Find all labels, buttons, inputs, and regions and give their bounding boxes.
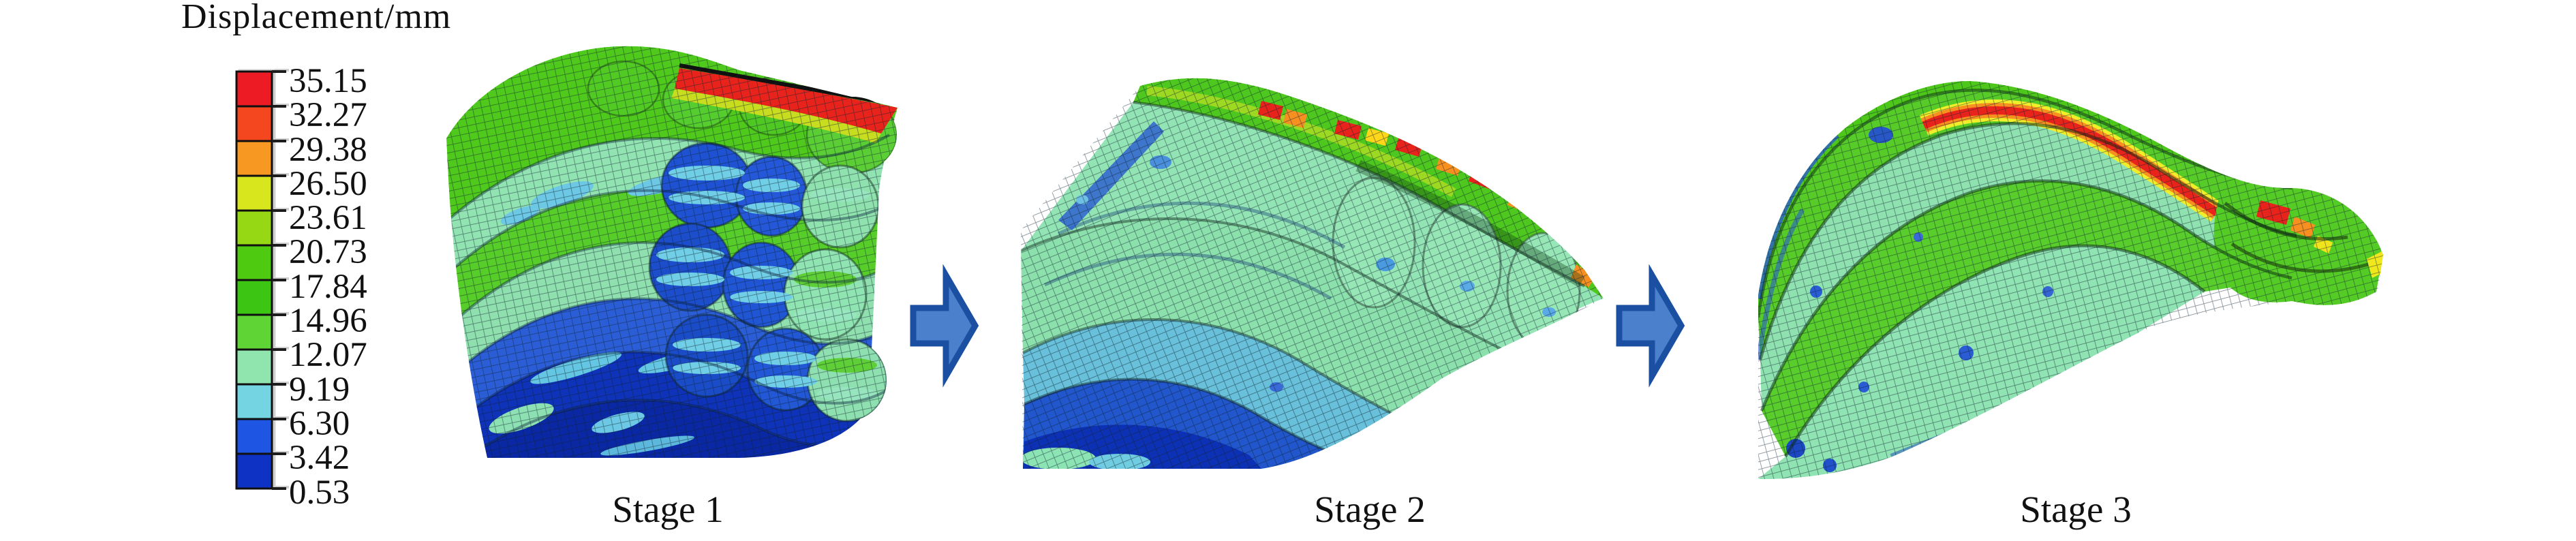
colorbar-value-labels: 35.15 32.27 29.38 26.50 23.61 20.73 17.8…: [289, 62, 367, 512]
colorbar-band: [235, 348, 273, 386]
colorbar: [235, 70, 286, 490]
colorbar-value-label: 17.84: [289, 267, 367, 306]
colorbar-band: [235, 383, 273, 420]
colorbar-value-label: 35.15: [289, 62, 367, 100]
arrow-right-icon: [910, 264, 979, 388]
colorbar-band: [235, 105, 273, 142]
colorbar-band: [235, 313, 273, 351]
colorbar-band: [235, 279, 273, 316]
colorbar-band: [235, 244, 273, 281]
stage-label: Stage 2: [1314, 489, 1426, 530]
colorbar-value-label: 20.73: [289, 233, 367, 272]
stage2-mesh-body: [1021, 78, 1604, 469]
stage-label: Stage 3: [2020, 489, 2132, 530]
fea-mesh-stage-3: [1758, 81, 2383, 480]
colorbar-ticks: [272, 70, 286, 490]
colorbar-band: [235, 452, 273, 490]
fea-mesh-stage-1: [446, 46, 898, 459]
stage3-mesh-body: [1758, 81, 2383, 480]
colorbar-value-label: 9.19: [289, 370, 350, 409]
colorbar-band: [235, 209, 273, 247]
colorbar-value-label: 32.27: [289, 96, 367, 135]
colorbar-band: [235, 174, 273, 212]
colorbar-value-label: 29.38: [289, 130, 367, 169]
colorbar-bands: [235, 70, 273, 490]
legend-title: Displacement/mm: [181, 0, 452, 36]
colorbar-band: [235, 418, 273, 455]
colorbar-band: [235, 70, 273, 108]
colorbar-value-label: 14.96: [289, 302, 367, 341]
colorbar-value-label: 0.53: [289, 473, 350, 512]
stage1-mesh-body: [446, 46, 898, 459]
fea-mesh-stage-2: [1021, 78, 1604, 469]
colorbar-value-label: 3.42: [289, 439, 350, 478]
colorbar-value-label: 6.30: [289, 404, 350, 443]
colorbar-band: [235, 140, 273, 177]
colorbar-value-label: 23.61: [289, 199, 367, 238]
arrow-right-icon: [1616, 264, 1685, 388]
stage-label: Stage 1: [612, 489, 724, 530]
colorbar-value-label: 12.07: [289, 336, 367, 375]
colorbar-value-label: 26.50: [289, 164, 367, 203]
